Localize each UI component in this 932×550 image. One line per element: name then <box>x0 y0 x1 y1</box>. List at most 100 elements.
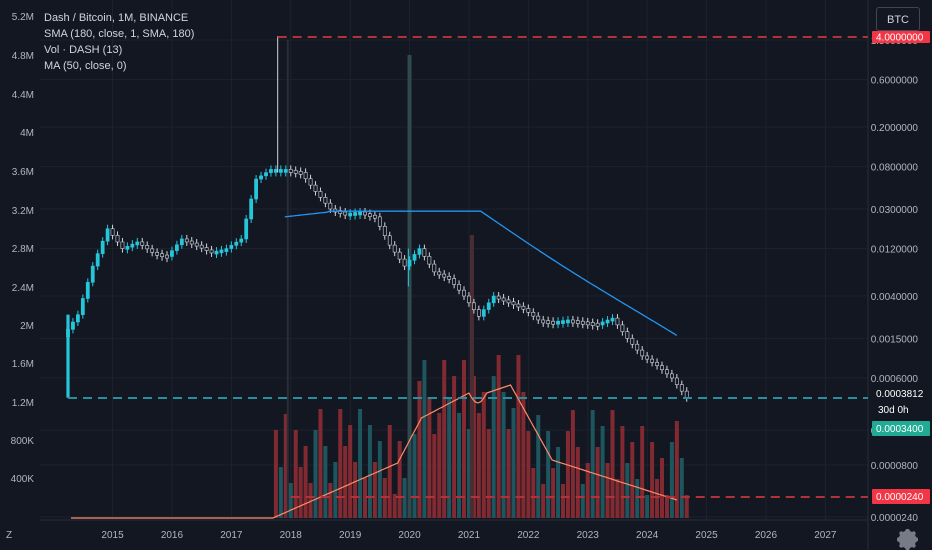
candle-body <box>506 299 511 304</box>
volume-bar <box>278 467 283 518</box>
candle-body <box>630 338 635 345</box>
volume-bar <box>377 441 382 518</box>
time-axis-label: 2019 <box>339 530 362 541</box>
volume-bar <box>516 355 521 518</box>
candle-body <box>536 315 541 321</box>
volume-axis-label: 1.2M <box>12 398 34 409</box>
price-axis-label: 0.0015000 <box>871 334 919 345</box>
candle-body <box>531 311 536 317</box>
candle-body <box>115 235 120 243</box>
time-axis-label: 2023 <box>577 530 600 541</box>
legend-sma: SMA (180, close, 1, SMA, 180) <box>44 28 195 40</box>
volume-bar <box>506 429 511 518</box>
volume-bar <box>575 447 580 518</box>
price-axis-label: 0.0006000 <box>871 374 919 385</box>
legend-volume: Vol · DASH (13) <box>44 44 123 56</box>
volume-axis-label: 400K <box>11 474 35 485</box>
volume-axis-label: 3.2M <box>12 206 34 217</box>
candle-body <box>556 320 560 325</box>
volume-bar <box>585 463 590 518</box>
price-axis-label: 0.0000240 <box>871 513 919 524</box>
candle-body <box>214 250 219 255</box>
volume-bar <box>343 446 348 518</box>
candle-body <box>669 373 674 379</box>
candle-body <box>283 169 288 173</box>
candle-body <box>462 289 466 297</box>
currency-button[interactable]: BTC <box>876 7 920 31</box>
candle-body <box>442 273 447 278</box>
volume-bar <box>422 360 427 518</box>
volume-bar <box>684 495 689 518</box>
candle-body <box>372 214 377 219</box>
volume-bar <box>679 458 684 518</box>
candle-body <box>298 171 303 175</box>
candle-body <box>679 384 684 392</box>
volume-axis-label: 2.4M <box>12 283 34 294</box>
volume-bar <box>556 447 561 518</box>
candle-body <box>422 248 427 257</box>
candle-body <box>71 321 75 330</box>
volume-bar <box>551 468 556 518</box>
legend-ma: MA (50, close, 0) <box>44 60 127 72</box>
price-axis-label: 0.6000000 <box>871 76 919 87</box>
volume-axis-label: 4.8M <box>12 51 34 62</box>
candle-body <box>447 276 452 280</box>
volume-bar <box>432 434 437 518</box>
candle-body <box>427 256 432 265</box>
candle-body <box>303 172 308 180</box>
volume-bar <box>358 409 363 518</box>
candle-body <box>130 243 135 248</box>
volume-bar <box>565 431 570 518</box>
volume-bar <box>318 409 323 518</box>
volume-ma-line <box>71 384 677 519</box>
candle-body <box>590 322 595 326</box>
candle-body <box>412 254 417 261</box>
volume-bar <box>387 425 392 518</box>
candle-body <box>471 302 476 310</box>
candle-body <box>674 377 679 385</box>
candle-body <box>150 248 155 253</box>
candle-body <box>189 240 194 245</box>
price-axis-label: 0.0000800 <box>871 461 919 472</box>
volume-bar <box>338 409 343 518</box>
candle-body <box>254 178 259 200</box>
candle-body <box>318 191 323 198</box>
candle-body <box>165 254 169 259</box>
volume-axis-label: 4.4M <box>12 90 34 101</box>
candle-body <box>516 303 521 308</box>
candle-body <box>338 210 343 214</box>
volume-bar <box>486 429 491 518</box>
candle-body <box>605 319 610 324</box>
sma-line <box>284 210 678 337</box>
candle-body <box>585 321 590 326</box>
volume-bar <box>610 410 615 518</box>
gear-icon <box>897 529 918 550</box>
candle-body <box>496 295 501 300</box>
candle-body <box>219 249 224 254</box>
candle-body <box>224 248 229 252</box>
price-axis-label: 0.2000000 <box>871 123 919 134</box>
legend-symbol: Dash / Bitcoin, 1M, BINANCE <box>44 12 189 24</box>
volume-axis-label: 5.2M <box>12 12 34 23</box>
price-tag-top-bg <box>872 31 930 43</box>
candle-body <box>234 241 239 246</box>
candle-body <box>645 355 650 360</box>
time-axis-label: 2026 <box>755 530 778 541</box>
price-tag-sma: 0.0003400 <box>876 424 924 435</box>
candle-body <box>625 331 630 339</box>
candle-body <box>486 302 491 310</box>
candle-body <box>551 320 556 325</box>
zoom-icon: Z <box>6 530 12 541</box>
volume-bar <box>308 483 313 518</box>
candle-body <box>194 242 199 247</box>
price-tag-sma-bg <box>872 421 930 436</box>
candle-body <box>328 202 333 210</box>
candle-body <box>100 240 105 254</box>
candle-body <box>620 324 625 332</box>
candle-body <box>199 244 204 249</box>
candle-body <box>363 211 367 216</box>
candle-body <box>382 225 387 237</box>
candle-body <box>264 172 268 177</box>
candle-body <box>402 258 407 267</box>
